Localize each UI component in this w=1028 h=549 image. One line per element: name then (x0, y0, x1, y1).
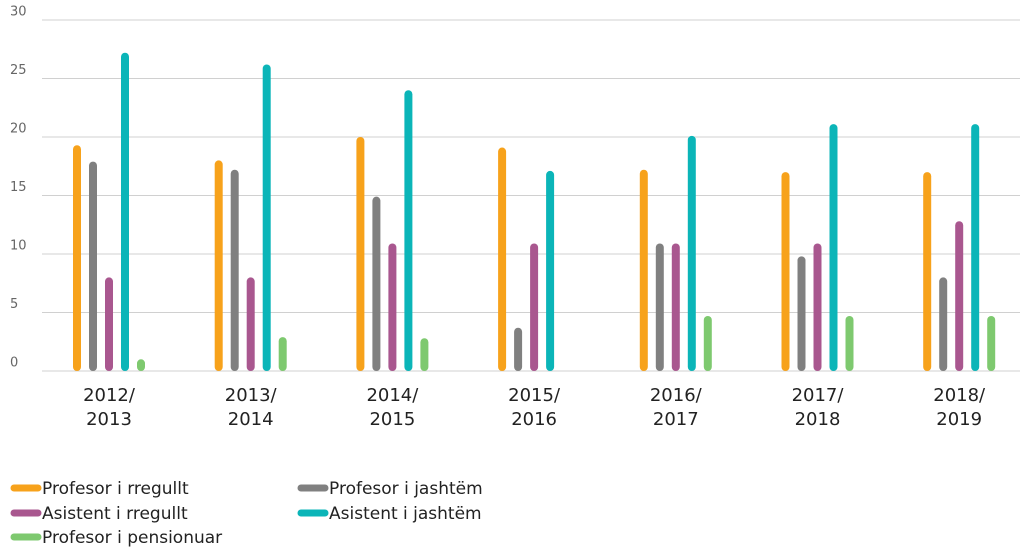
x-tick-label: 2012/ 2013 (83, 385, 135, 430)
bar (121, 52, 129, 371)
bar (89, 161, 97, 371)
y-tick-label: 5 (10, 297, 18, 312)
bar (105, 277, 113, 371)
x-tick-label: 2014/ 2015 (366, 385, 419, 430)
bar (137, 359, 145, 371)
y-tick-label: 10 (10, 239, 27, 254)
bar (246, 277, 255, 371)
bar (939, 277, 948, 371)
x-tick-label: 2016/ 2017 (649, 385, 702, 430)
x-tick-label: 2018/ 2019 (933, 385, 986, 430)
bar (813, 243, 822, 371)
y-tick-label: 25 (10, 63, 27, 78)
y-tick-label: 30 (10, 5, 27, 20)
bar (671, 243, 680, 371)
x-tick-label: 2015/ 2016 (508, 385, 561, 430)
bar (498, 147, 507, 371)
bar (388, 243, 397, 371)
bar (829, 124, 838, 371)
bar (703, 316, 712, 371)
bar (987, 316, 996, 371)
legend-label: Profesor i jashtëm (329, 479, 483, 499)
x-tick-label: 2013/ 2014 (224, 385, 277, 430)
bar (230, 169, 239, 371)
bar (404, 90, 413, 371)
legend-label: Asistent i jashtëm (329, 504, 482, 524)
bar (278, 337, 287, 371)
bar (356, 137, 365, 371)
bar (73, 145, 81, 371)
x-tick-label: 2017/ 2018 (791, 385, 844, 430)
bar (655, 243, 664, 371)
bar (546, 170, 555, 371)
bar (955, 221, 964, 371)
bar (420, 338, 429, 371)
y-tick-label: 20 (10, 122, 27, 137)
bar (639, 169, 648, 371)
y-tick-label: 0 (10, 356, 18, 371)
legend-label: Profesor i pensionuar (42, 528, 222, 548)
bar (845, 316, 854, 371)
y-tick-label: 15 (10, 180, 27, 195)
bar (372, 196, 381, 371)
bar (923, 172, 932, 371)
bar (687, 135, 696, 371)
bar (797, 256, 806, 371)
legend-label: Profesor i rregullt (42, 479, 189, 499)
legend-label: Asistent i rregullt (42, 504, 188, 524)
bar (781, 172, 790, 371)
bar (262, 64, 271, 372)
bar (214, 160, 223, 371)
bar (514, 327, 523, 371)
bar (530, 243, 539, 371)
bar (971, 124, 980, 371)
